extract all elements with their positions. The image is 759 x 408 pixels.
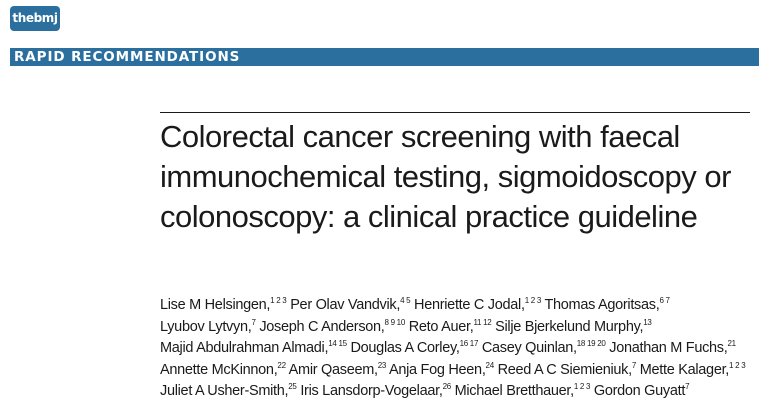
author-affiliations: 6 7 (659, 296, 670, 305)
author-item[interactable]: Juliet A Usher-Smith,25 (160, 382, 297, 400)
author-affiliations: 8 9 10 (384, 317, 406, 327)
author-affiliations: 13 (643, 317, 652, 327)
author-name: Majid Abdulrahman Almadi, (160, 340, 329, 356)
author-item[interactable]: Jonathan M Fuchs,21 (609, 339, 736, 357)
author-name: Per Olav Vandvik, (290, 297, 401, 313)
author-item[interactable]: Michael Bretthauer,1 2 3 (454, 382, 591, 400)
author-name: Juliet A Usher-Smith, (160, 383, 289, 399)
author-item[interactable]: Mette Kalager,1 2 3 (639, 360, 746, 378)
author-name: Lise M Helsingen, (160, 297, 271, 313)
author-item[interactable]: Annette McKinnon,22 (160, 360, 286, 378)
author-name: Jonathan M Fuchs, (609, 340, 728, 356)
author-affiliations: 4 5 (400, 296, 411, 305)
author-affiliations: 1 2 3 (573, 382, 591, 391)
author-affiliations: 26 (442, 382, 452, 391)
author-affiliations: 7 (251, 317, 256, 327)
author-item[interactable]: Joseph C Anderson,8 9 10 (259, 317, 406, 335)
author-name: Gordon Guyatt (593, 383, 686, 399)
author-item[interactable]: Reed A C Siemieniuk,7 (497, 360, 637, 378)
author-item[interactable]: Lise M Helsingen,1 2 3 (160, 296, 287, 314)
author-item[interactable]: Henriette C Jodal,1 2 3 (414, 296, 542, 314)
author-affiliations: 14 15 (328, 339, 347, 348)
author-affiliations: 25 (288, 382, 297, 391)
author-item[interactable]: Anja Fog Heen,24 (388, 360, 495, 378)
author-item[interactable]: Casey Quinlan,18 19 20 (481, 339, 606, 357)
author-name: Casey Quinlan, (481, 340, 577, 356)
author-affiliations: 23 (377, 360, 387, 370)
author-item[interactable]: Amir Qaseem,23 (288, 360, 387, 378)
author-item[interactable]: Gordon Guyatt7 (593, 382, 690, 400)
article-title: Colorectal cancer screening with faecal … (160, 119, 731, 234)
author-affiliations: 11 12 (473, 317, 492, 327)
author-item[interactable]: Lyubov Lytvyn,7 (160, 317, 256, 335)
author-affiliations: 16 17 (459, 339, 479, 348)
section-banner: RAPID RECOMMENDATIONS (10, 48, 759, 66)
author-affiliations: 1 2 3 (729, 360, 746, 370)
author-name: Annette McKinnon, (160, 361, 278, 378)
author-affiliations: 18 19 20 (576, 339, 606, 348)
author-item[interactable]: Iris Lansdorp-Vogelaar,26 (300, 382, 452, 400)
author-item[interactable]: Per Olav Vandvik,4 5 (290, 296, 411, 314)
author-affiliations: 24 (485, 360, 495, 370)
author-name: Henriette C Jodal, (414, 297, 525, 313)
author-name: Reed A C Siemieniuk, (497, 361, 633, 378)
bmj-logo[interactable]: thebmj (10, 6, 60, 31)
author-name: Amir Qaseem, (288, 361, 378, 378)
author-name: Silje Bjerkelund Murphy, (495, 318, 644, 335)
author-name: Mette Kalager, (639, 361, 730, 378)
author-item[interactable]: Douglas A Corley,16 17 (350, 339, 479, 357)
author-name: Reto Auer, (408, 318, 474, 335)
author-item[interactable]: Silje Bjerkelund Murphy,13 (495, 317, 652, 335)
author-affiliations: 1 2 3 (270, 296, 287, 305)
author-affiliations: 22 (277, 360, 286, 370)
author-name: Joseph C Anderson, (259, 318, 385, 335)
author-item[interactable]: Thomas Agoritsas,6 7 (544, 296, 670, 314)
title-rule (160, 112, 750, 113)
author-affiliations: 7 (631, 360, 636, 370)
author-affiliations: 1 2 3 (524, 296, 542, 305)
author-name: Michael Bretthauer, (454, 383, 575, 399)
author-affiliations: 21 (727, 339, 736, 348)
author-item[interactable]: Majid Abdulrahman Almadi,14 15 (160, 339, 347, 357)
author-name: Anja Fog Heen, (388, 361, 486, 378)
author-name: Iris Lansdorp-Vogelaar, (300, 383, 443, 399)
author-item[interactable]: Reto Auer,11 12 (408, 317, 492, 335)
author-affiliations: 7 (685, 382, 690, 391)
author-list: Lise M Helsingen,1 2 3 Per Olav Vandvik,… (160, 295, 755, 403)
author-name: Thomas Agoritsas, (544, 297, 660, 313)
author-name: Lyubov Lytvyn, (160, 318, 252, 335)
author-name: Douglas A Corley, (350, 340, 460, 356)
